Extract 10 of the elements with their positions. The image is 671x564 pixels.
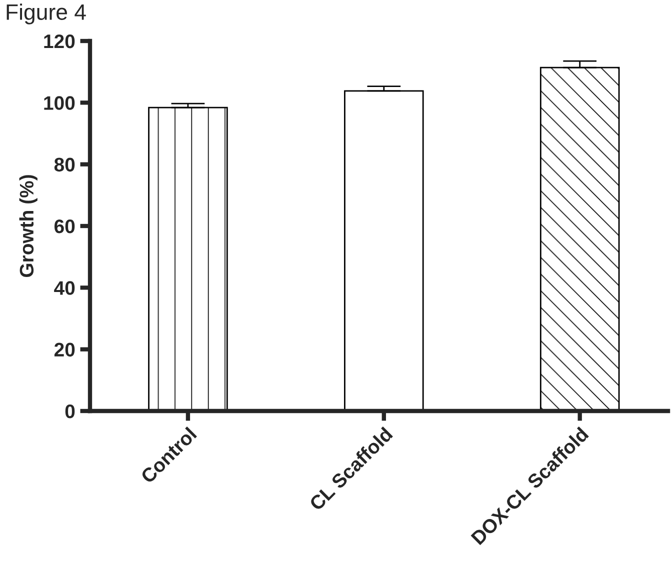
chart-title: Figure 4 <box>6 4 86 24</box>
y-tick-label: 80 <box>54 158 75 172</box>
y-tick-label: 100 <box>44 96 75 110</box>
bar <box>344 90 424 411</box>
y-tick-label: 40 <box>54 281 75 295</box>
y-tick-label: 120 <box>44 34 75 48</box>
y-tick-label: 20 <box>54 342 75 357</box>
y-axis-title: Growth (%) <box>19 175 38 278</box>
y-tick-label: 0 <box>65 404 75 418</box>
y-tick-label: 60 <box>54 219 75 234</box>
